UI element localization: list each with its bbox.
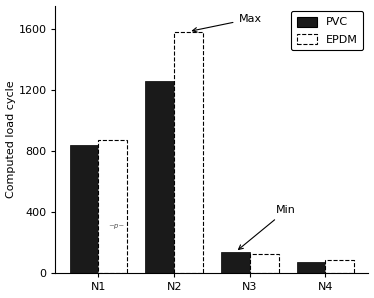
Bar — [145, 80, 174, 274]
Text: Min: Min — [239, 205, 296, 249]
Legend: PVC, EPDM: PVC, EPDM — [291, 11, 363, 50]
Bar — [250, 254, 279, 274]
Bar — [70, 145, 98, 274]
Text: ~p~: ~p~ — [108, 223, 125, 229]
Y-axis label: Computed load cycle: Computed load cycle — [6, 81, 16, 198]
Bar — [221, 252, 250, 274]
Bar — [174, 32, 203, 274]
Bar — [98, 140, 127, 274]
Text: Max: Max — [193, 14, 261, 32]
Bar — [325, 260, 354, 274]
Bar — [297, 262, 325, 274]
